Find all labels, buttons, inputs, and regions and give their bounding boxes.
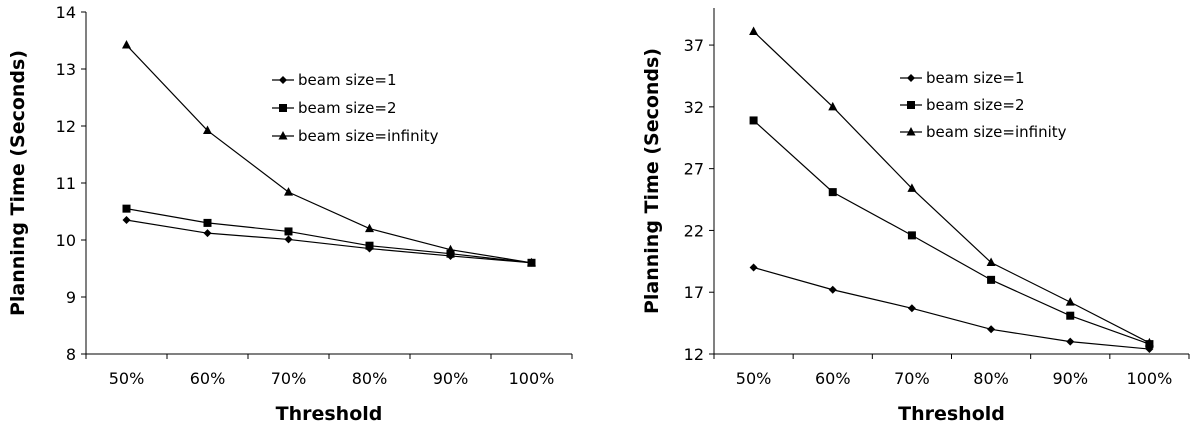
y-tick-label: 17 bbox=[684, 283, 704, 302]
data-point bbox=[1065, 297, 1075, 306]
y-tick-label: 14 bbox=[56, 3, 76, 22]
x-tick-label: 100% bbox=[1127, 369, 1173, 388]
x-axis-title: Threshold bbox=[898, 403, 1005, 425]
data-point bbox=[907, 231, 916, 240]
y-tick-label: 12 bbox=[684, 345, 704, 364]
data-point bbox=[828, 101, 838, 111]
data-point bbox=[284, 187, 293, 196]
data-point bbox=[987, 325, 996, 334]
y-tick-label: 27 bbox=[684, 160, 704, 179]
y-tick-label: 11 bbox=[56, 174, 76, 193]
data-point bbox=[986, 257, 996, 267]
data-point bbox=[1066, 337, 1075, 346]
data-point bbox=[527, 257, 536, 267]
data-point bbox=[203, 125, 212, 135]
data-point bbox=[749, 116, 758, 125]
data-point bbox=[828, 285, 837, 294]
legend-marker bbox=[279, 76, 287, 84]
data-point bbox=[987, 275, 996, 284]
y-tick-label: 8 bbox=[66, 345, 76, 364]
series-1 bbox=[122, 216, 536, 267]
data-point bbox=[365, 223, 374, 233]
x-tick-label: 80% bbox=[973, 369, 1009, 388]
data-point bbox=[749, 26, 759, 35]
series-line bbox=[126, 219, 532, 264]
legend-marker bbox=[907, 101, 915, 109]
x-tick-label: 90% bbox=[433, 369, 469, 388]
data-point bbox=[1144, 337, 1154, 347]
y-tick-label: 22 bbox=[684, 221, 704, 240]
series-line bbox=[753, 31, 1150, 344]
data-point bbox=[203, 229, 212, 238]
legend-label: beam size=1 bbox=[298, 71, 397, 89]
legend: beam size=1 beam size=2 beam size=infinity bbox=[272, 71, 439, 145]
y-tick-label: 37 bbox=[684, 36, 704, 55]
data-point bbox=[122, 40, 131, 49]
y-axis-title: Planning Time (Seconds) bbox=[7, 50, 29, 316]
legend-label: beam size=2 bbox=[298, 99, 397, 117]
series-line bbox=[753, 266, 1150, 350]
chart-1: 8 9 10 11 12 13 14 50% 60% 70% 80% 90% 100% Threshold… bbox=[7, 3, 573, 425]
x-tick-label: 50% bbox=[736, 369, 772, 388]
y-tick-label: 13 bbox=[56, 60, 76, 79]
y-axis-title: Planning Time (Seconds) bbox=[641, 48, 663, 314]
y-tick-label: 32 bbox=[684, 98, 704, 117]
x-tick-label: 80% bbox=[352, 369, 388, 388]
legend-label: beam size=infinity bbox=[926, 123, 1067, 141]
data-point bbox=[446, 249, 455, 258]
y-tick-label: 12 bbox=[56, 117, 76, 136]
series-3 bbox=[122, 40, 536, 267]
data-point bbox=[122, 216, 131, 225]
x-tick-label: 60% bbox=[190, 369, 226, 388]
chart-2: 12 17 22 27 32 37 50% 60% 70% 80% 90% 100% Threshold… bbox=[641, 8, 1190, 425]
data-point bbox=[446, 244, 455, 254]
data-point bbox=[122, 204, 131, 213]
x-tick-label: 50% bbox=[109, 369, 145, 388]
legend-marker bbox=[278, 131, 288, 140]
series-line bbox=[126, 44, 532, 264]
data-point bbox=[284, 227, 293, 236]
data-point bbox=[907, 304, 916, 313]
legend: beam size=1 beam size=2 beam size=infinity bbox=[900, 69, 1067, 141]
x-tick-label: 70% bbox=[894, 369, 930, 388]
legend-label: beam size=2 bbox=[926, 96, 1025, 114]
x-tick-label: 70% bbox=[271, 369, 307, 388]
series-line bbox=[753, 120, 1150, 345]
x-tick-label: 100% bbox=[509, 369, 555, 388]
x-tick-label: 90% bbox=[1052, 369, 1088, 388]
x-axis-title: Threshold bbox=[276, 403, 383, 425]
series-1 bbox=[749, 263, 1154, 354]
legend-label: beam size=1 bbox=[926, 69, 1025, 87]
legend-label: beam size=infinity bbox=[298, 127, 439, 145]
data-point bbox=[365, 241, 374, 250]
data-point bbox=[749, 263, 758, 272]
x-tick-label: 60% bbox=[815, 369, 851, 388]
series-line bbox=[126, 208, 532, 264]
data-point bbox=[284, 235, 293, 244]
data-point bbox=[203, 218, 212, 227]
data-point bbox=[828, 188, 837, 197]
data-point bbox=[1066, 311, 1075, 320]
legend-marker bbox=[907, 74, 915, 82]
y-tick-label: 9 bbox=[66, 288, 76, 307]
data-point bbox=[907, 183, 917, 192]
y-tick-label: 10 bbox=[56, 231, 76, 250]
series-3 bbox=[749, 26, 1154, 347]
legend-marker bbox=[906, 127, 916, 136]
legend-marker bbox=[279, 104, 287, 112]
